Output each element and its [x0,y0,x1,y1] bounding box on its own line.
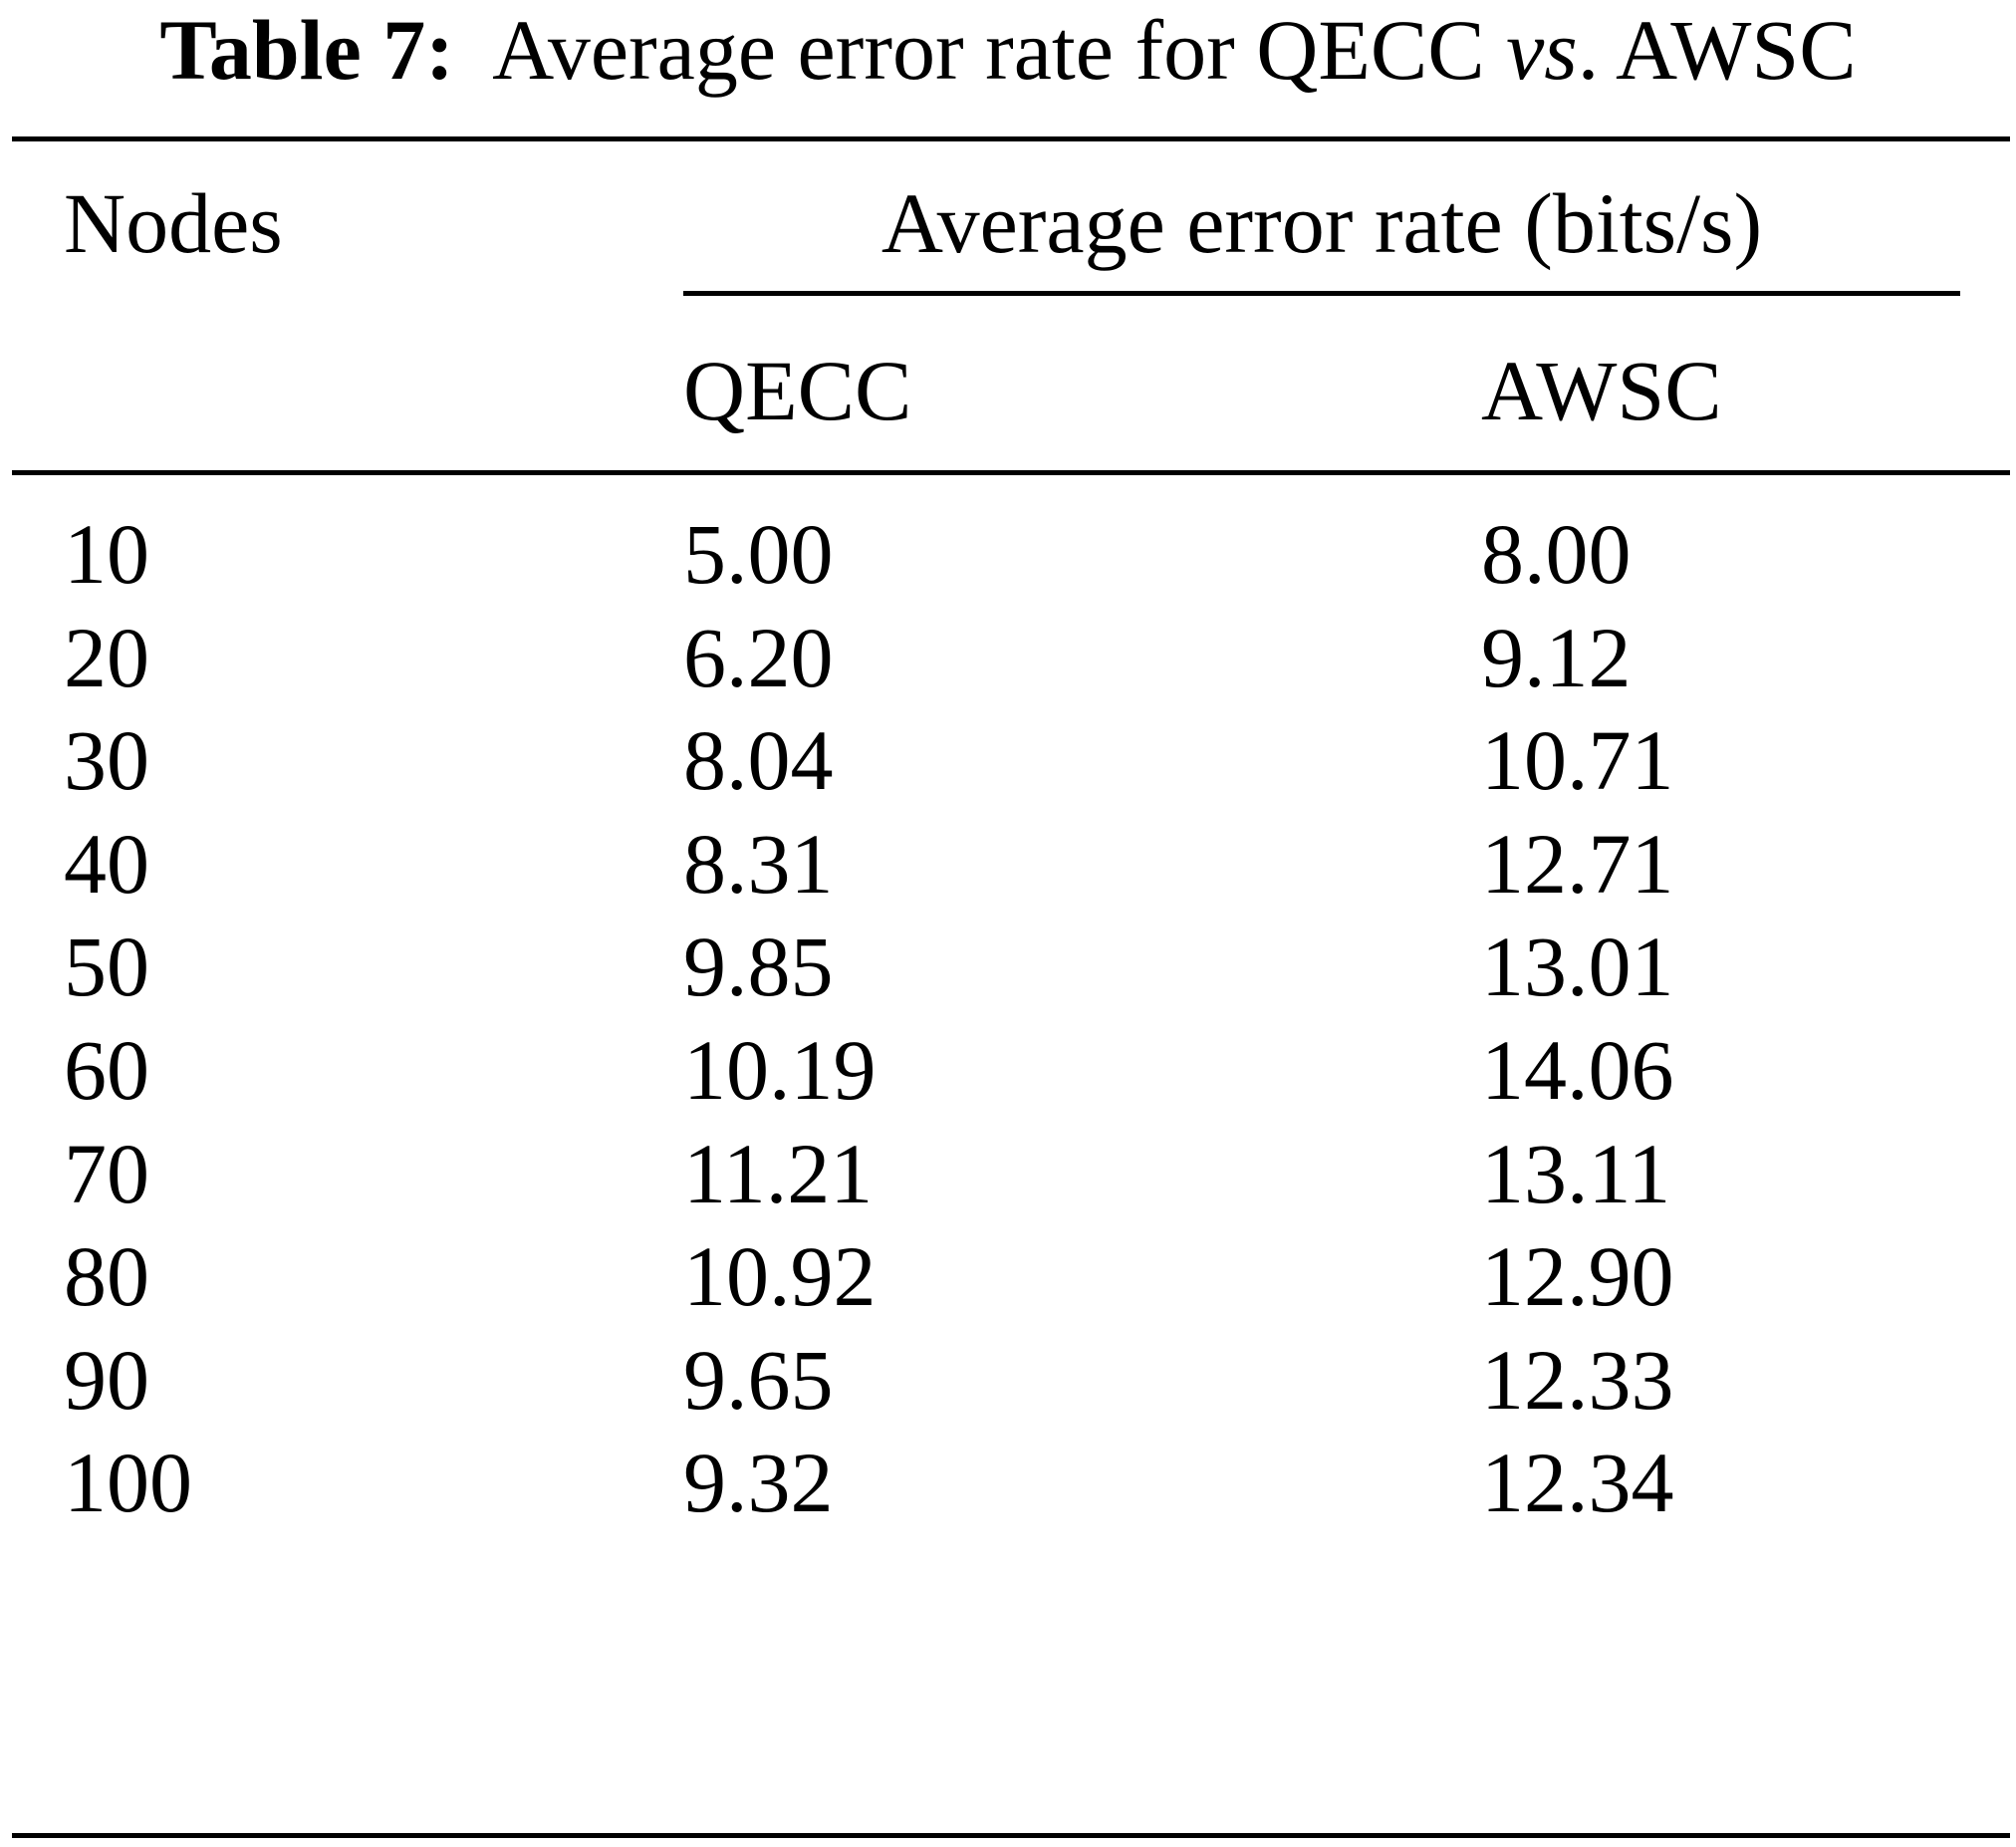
top-rule [12,136,2010,141]
cell-qecc: 11.21 [683,1126,874,1221]
cell-nodes: 90 [64,1332,149,1428]
table-caption-text: Average error rate for QECC [492,2,1507,98]
cell-qecc: 10.19 [683,1022,877,1118]
cell-nodes: 70 [64,1126,149,1221]
cell-awsc: 12.33 [1481,1332,1674,1428]
cell-awsc: 10.71 [1481,712,1674,808]
cell-awsc: 12.71 [1481,816,1674,912]
table-caption-label: Table 7: [159,2,454,98]
cell-qecc: 10.92 [683,1228,877,1324]
header-nodes: Nodes [64,175,283,271]
header-qecc: QECC [683,343,912,438]
cell-nodes: 80 [64,1228,149,1324]
table-caption-tail: . AWSC [1577,2,1857,98]
cell-qecc: 8.04 [683,712,834,808]
cell-awsc: 13.11 [1481,1126,1671,1221]
cell-qecc: 8.31 [683,816,834,912]
table-caption: Table 7: Average error rate for QECC vs.… [0,2,2016,98]
cell-awsc: 14.06 [1481,1022,1674,1118]
header-rule [12,470,2010,475]
table-caption-italic: vs [1506,2,1578,98]
cell-awsc: 8.00 [1481,506,1632,602]
cell-awsc: 12.90 [1481,1228,1674,1324]
bottom-rule [12,1833,2010,1838]
cell-awsc: 12.34 [1481,1435,1674,1530]
cell-qecc: 9.65 [683,1332,834,1428]
cell-qecc: 6.20 [683,610,834,705]
cell-nodes: 30 [64,712,149,808]
cell-qecc: 9.85 [683,919,834,1014]
cell-nodes: 100 [64,1435,192,1530]
cell-nodes: 10 [64,506,149,602]
cell-nodes: 60 [64,1022,149,1118]
cell-awsc: 13.01 [1481,919,1674,1014]
cell-nodes: 20 [64,610,149,705]
header-awsc: AWSC [1481,343,1722,438]
group-rule [683,291,1960,296]
cell-nodes: 50 [64,919,149,1014]
cell-awsc: 9.12 [1481,610,1632,705]
cell-nodes: 40 [64,816,149,912]
cell-qecc: 5.00 [683,506,834,602]
cell-qecc: 9.32 [683,1435,834,1530]
header-average-error-rate: Average error rate (bits/s) [881,175,1763,271]
